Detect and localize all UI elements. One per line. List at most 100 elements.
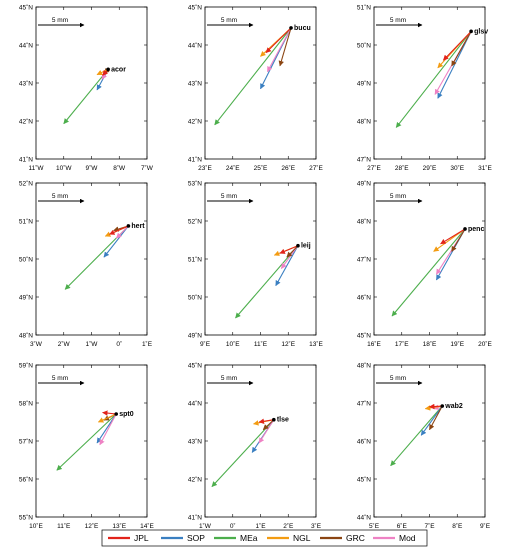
- scale-label: 5 mm: [221, 375, 237, 382]
- y-tick-label: 50˚N: [357, 42, 371, 50]
- vector-jpl: [428, 403, 443, 410]
- vector-mea: [63, 68, 109, 125]
- y-tick-label: 45˚N: [188, 362, 202, 370]
- x-tick-label: 1˚E: [255, 522, 266, 530]
- panel-acor: 11˚W 10˚W 9˚W 8˚W 7˚W 41˚N 42˚N 43˚N 44˚N 45˚N 5 m…: [19, 4, 154, 173]
- station-marker: [463, 227, 467, 231]
- x-tick-label: 13˚E: [309, 340, 323, 348]
- x-tick-label: 10˚E: [226, 340, 240, 348]
- station-label: wab2: [444, 403, 463, 410]
- x-tick-label: 6˚E: [397, 522, 408, 530]
- legend-label-mea: MEa: [240, 533, 258, 543]
- vector-grc: [286, 245, 299, 258]
- x-tick-label: 31˚E: [478, 164, 492, 172]
- x-tick-label: 19˚E: [450, 340, 464, 348]
- y-tick-label: 45˚N: [188, 4, 202, 12]
- legend-label-mod: Mod: [399, 533, 416, 543]
- y-tick-label: 49˚N: [19, 294, 33, 302]
- station-marker: [272, 417, 276, 422]
- y-tick-label: 44˚N: [357, 514, 371, 522]
- vector-jpl: [442, 30, 472, 61]
- y-tick-label: 49˚N: [188, 332, 202, 340]
- legend-label-grc: GRC: [346, 533, 365, 543]
- y-tick-label: 56˚N: [19, 476, 33, 484]
- station-marker: [289, 26, 293, 30]
- panel-leij: 9˚E 10˚E 11˚E 12˚E 13˚E 49˚N 50˚N 51˚N 52˚N 53˚N 5…: [188, 180, 324, 349]
- y-tick-label: 47˚N: [357, 256, 371, 264]
- panel-frame: [373, 6, 486, 160]
- y-tick-label: 57˚N: [19, 438, 33, 446]
- x-tick-label: 20˚E: [478, 340, 492, 348]
- station-label: bucu: [294, 25, 311, 32]
- station-marker: [114, 412, 118, 416]
- y-tick-label: 53˚N: [188, 180, 202, 188]
- panel-grid: 11˚W 10˚W 9˚W 8˚W 7˚W 41˚N 42˚N 43˚N 44˚N 45˚N 5 m…: [19, 4, 493, 531]
- vector-grc: [429, 405, 443, 431]
- station-label: tlse: [277, 417, 289, 424]
- x-tick-label: 9˚E: [480, 522, 491, 530]
- vector-grc: [451, 228, 466, 252]
- y-tick-label: 51˚N: [357, 4, 371, 12]
- y-tick-label: 45˚N: [19, 4, 33, 12]
- vector-jpl: [102, 410, 117, 416]
- vector-jpl: [265, 27, 292, 53]
- x-tick-label: 11˚E: [254, 340, 268, 348]
- y-tick-label: 49˚N: [357, 80, 371, 88]
- y-tick-label: 43˚N: [19, 80, 33, 88]
- legend-label-sop: SOP: [187, 533, 205, 543]
- x-tick-label: 17˚E: [395, 340, 409, 348]
- scale-label: 5 mm: [390, 17, 406, 24]
- legend-box: [101, 529, 428, 547]
- vector-jpl: [279, 245, 299, 254]
- y-tick-label: 55˚N: [19, 514, 33, 522]
- y-tick-label: 48˚N: [19, 332, 33, 340]
- x-tick-label: 26˚E: [281, 164, 295, 172]
- x-tick-label: 30˚E: [450, 164, 464, 172]
- y-tick-label: 47˚N: [357, 156, 371, 164]
- x-tick-label: 8˚E: [452, 522, 463, 530]
- x-tick-label: 5˚E: [369, 522, 380, 530]
- station-marker: [469, 29, 473, 34]
- vector-jpl: [440, 228, 466, 245]
- y-tick-label: 42˚N: [188, 476, 202, 484]
- y-tick-label: 51˚N: [188, 256, 202, 264]
- vector-mea: [395, 30, 472, 128]
- x-tick-label: 27˚E: [309, 164, 323, 172]
- y-tick-label: 58˚N: [19, 400, 33, 408]
- y-tick-label: 44˚N: [188, 400, 202, 408]
- station-marker: [126, 224, 131, 228]
- x-tick-label: 16˚E: [367, 340, 381, 348]
- x-tick-label: 1˚W: [199, 522, 212, 530]
- vector-ngl: [97, 413, 117, 423]
- vector-sop: [420, 405, 443, 436]
- x-tick-label: 29˚E: [423, 164, 437, 172]
- panel-frame: [373, 182, 486, 336]
- x-tick-label: 3˚W: [30, 340, 43, 348]
- station-marker: [296, 243, 300, 248]
- y-tick-label: 44˚N: [19, 42, 33, 50]
- x-tick-label: 11˚E: [57, 522, 71, 530]
- y-tick-label: 50˚N: [19, 256, 33, 264]
- x-tick-label: 2˚E: [283, 522, 294, 530]
- x-tick-label: 13˚E: [112, 522, 126, 530]
- scale-label: 5 mm: [221, 17, 237, 24]
- x-tick-label: 12˚E: [281, 340, 295, 348]
- y-tick-label: 46˚N: [357, 294, 371, 302]
- scale-label: 5 mm: [390, 193, 406, 200]
- panel-penc: 16˚E 17˚E 18˚E 19˚E 20˚E 45˚N 46˚N 47˚N 48˚N 49˚N…: [357, 180, 493, 349]
- vector-mea: [391, 228, 466, 317]
- station-label: spt0: [119, 411, 134, 418]
- vector-mod: [99, 413, 117, 446]
- vector-grc: [262, 419, 275, 431]
- y-tick-label: 41˚N: [188, 514, 202, 522]
- vector-sop: [96, 413, 117, 444]
- x-tick-label: 1˚E: [142, 340, 153, 348]
- x-tick-label: 24˚E: [226, 164, 240, 172]
- x-tick-label: 0˚: [116, 340, 122, 348]
- legend-label-jpl: JPL: [134, 533, 149, 543]
- y-tick-label: 52˚N: [19, 180, 33, 188]
- vector-mod: [116, 225, 129, 239]
- panel-frame: [35, 6, 148, 160]
- y-tick-label: 49˚N: [357, 180, 371, 188]
